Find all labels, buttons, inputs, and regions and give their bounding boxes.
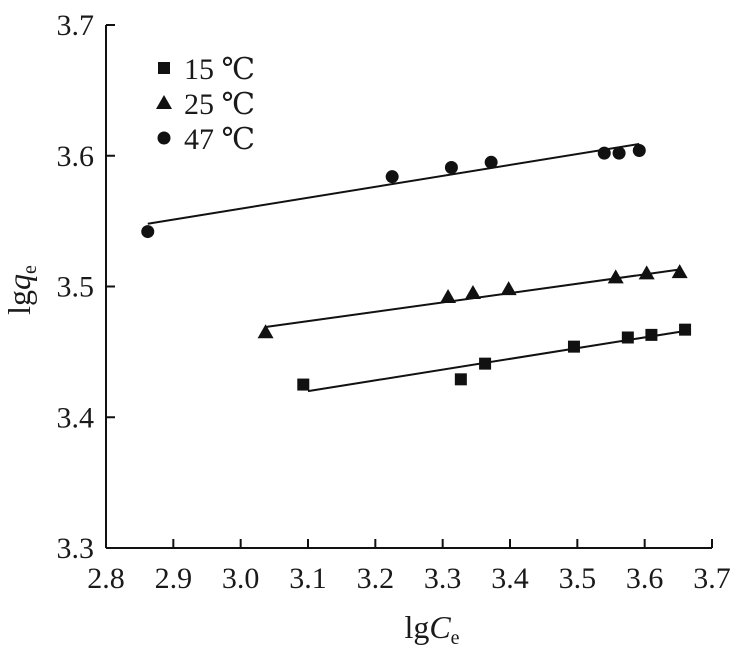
y-axis-title-main: lg bbox=[1, 290, 37, 315]
y-tick-label: 3.4 bbox=[57, 401, 95, 434]
x-tick-label: 2.9 bbox=[155, 562, 193, 595]
data-point-circle bbox=[632, 144, 646, 158]
x-axis-title-subscript: e bbox=[451, 627, 460, 649]
fit-line-circle bbox=[147, 142, 640, 225]
data-point-triangle bbox=[638, 265, 655, 280]
x-tick-label: 3.0 bbox=[222, 562, 260, 595]
y-tick-label: 3.3 bbox=[57, 532, 95, 565]
legend: 15 ℃25 ℃47 ℃ bbox=[156, 53, 255, 156]
x-axis-title-main: lg bbox=[404, 609, 429, 645]
data-point-circle bbox=[385, 170, 399, 184]
data-point-square bbox=[645, 328, 658, 341]
legend-label: 15 ℃ bbox=[184, 53, 255, 86]
y-tick-label: 3.7 bbox=[57, 9, 95, 42]
legend-label: 47 ℃ bbox=[184, 123, 255, 156]
x-tick-label: 2.8 bbox=[87, 562, 125, 595]
x-tick-label: 3.6 bbox=[626, 562, 664, 595]
legend-marker-square bbox=[158, 62, 170, 74]
x-axis-title: lgCe bbox=[404, 609, 459, 649]
data-point-triangle bbox=[440, 288, 457, 303]
data-point-square bbox=[297, 378, 310, 391]
x-axis-title-italic: C bbox=[429, 609, 451, 645]
x-tick-label: 3.5 bbox=[559, 562, 597, 595]
data-point-triangle bbox=[500, 281, 517, 296]
x-tick-label: 3.1 bbox=[289, 562, 327, 595]
data-point-triangle bbox=[671, 264, 688, 279]
y-tick-label: 3.6 bbox=[57, 140, 95, 173]
legend-label: 25 ℃ bbox=[184, 88, 255, 121]
fit-lines bbox=[147, 142, 686, 393]
legend-marker-circle bbox=[157, 131, 171, 145]
data-point-square bbox=[454, 373, 467, 386]
data-point-circle bbox=[141, 225, 155, 239]
data-point-triangle bbox=[257, 324, 274, 339]
y-axis-title: lgqe bbox=[1, 265, 41, 315]
data-point-triangle bbox=[607, 269, 624, 284]
data-point-square bbox=[567, 340, 580, 353]
y-axis-title-subscript: e bbox=[19, 265, 41, 274]
data-point-square bbox=[679, 323, 692, 336]
data-point-triangle bbox=[464, 285, 481, 300]
x-tick-label: 3.3 bbox=[424, 562, 462, 595]
data-markers bbox=[141, 144, 692, 391]
data-point-square bbox=[621, 331, 634, 344]
data-point-circle bbox=[612, 146, 626, 160]
y-tick-label: 3.5 bbox=[57, 271, 95, 304]
x-tick-label: 3.4 bbox=[491, 562, 529, 595]
data-point-circle bbox=[444, 161, 458, 175]
x-tick-label: 3.2 bbox=[357, 562, 395, 595]
legend-marker-triangle bbox=[156, 95, 172, 109]
y-axis-title-italic: q bbox=[1, 274, 37, 290]
data-point-circle bbox=[484, 155, 498, 169]
y-axis-ticks: 3.3 3.4 3.5 3.6 3.7 bbox=[57, 9, 115, 565]
x-tick-label: 3.7 bbox=[693, 562, 731, 595]
data-point-square bbox=[479, 357, 492, 370]
data-point-circle bbox=[597, 146, 611, 160]
x-axis-ticks: 2.8 2.9 3.0 3.1 3.2 3.3 3.4 3.5 3.6 3.7 bbox=[87, 539, 731, 595]
